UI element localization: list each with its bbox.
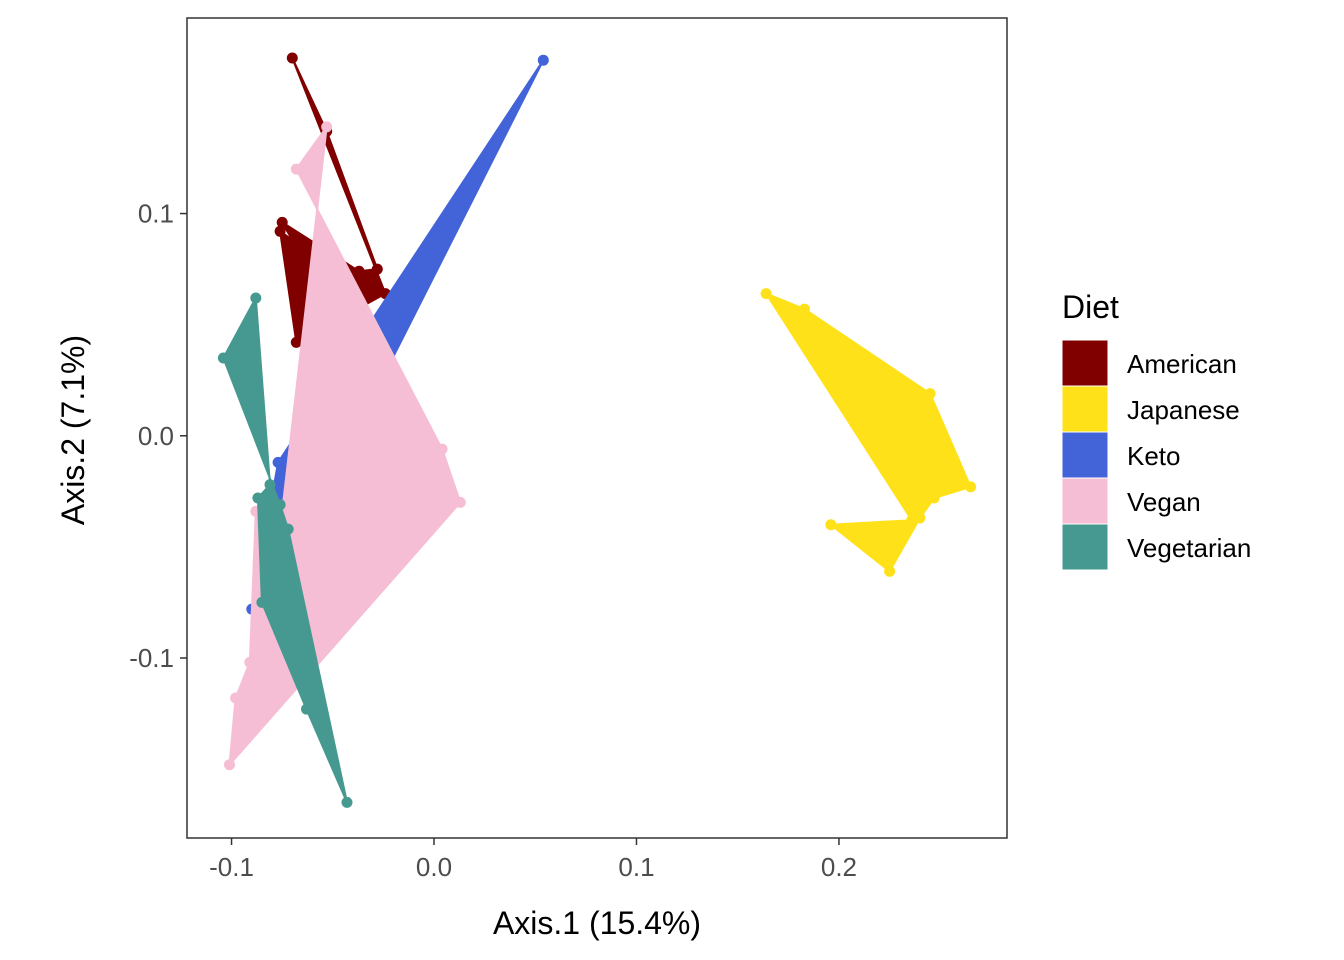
point-vegetarian-4 bbox=[252, 492, 264, 504]
legend-label-keto: Keto bbox=[1127, 441, 1181, 471]
legend-title: Diet bbox=[1062, 289, 1119, 325]
legend-key-american bbox=[1061, 339, 1109, 387]
point-japanese-9 bbox=[906, 514, 918, 526]
plot-layer bbox=[217, 52, 977, 808]
polygon-japanese bbox=[765, 292, 972, 573]
point-keto-8 bbox=[272, 456, 284, 468]
point-american-8 bbox=[274, 225, 286, 237]
point-vegan-4 bbox=[454, 496, 466, 508]
y-tick-label-2: 0.0 bbox=[138, 421, 174, 451]
point-american-6 bbox=[301, 259, 312, 271]
legend-key-vegan bbox=[1061, 477, 1109, 525]
point-american-9 bbox=[290, 336, 302, 348]
series-japanese bbox=[760, 288, 977, 577]
point-vegetarian-1 bbox=[217, 352, 229, 364]
point-vegetarian-5 bbox=[256, 596, 268, 608]
point-japanese-2 bbox=[799, 303, 810, 315]
point-american-3 bbox=[371, 263, 383, 275]
point-vegan-2 bbox=[290, 163, 302, 175]
legend: American Japanese Keto Vegan Vegetarian bbox=[1061, 339, 1251, 571]
point-vegetarian-2 bbox=[250, 292, 262, 304]
legend-label-japanese: Japanese bbox=[1127, 395, 1240, 425]
point-vegan-1 bbox=[321, 121, 333, 133]
legend-label-vegetarian: Vegetarian bbox=[1127, 533, 1251, 563]
point-american-4 bbox=[353, 265, 365, 277]
panel-border bbox=[186, 17, 1008, 839]
point-japanese-8 bbox=[825, 519, 837, 531]
point-japanese-3 bbox=[924, 388, 936, 400]
legend-label-vegan: Vegan bbox=[1127, 487, 1201, 517]
series-american bbox=[274, 52, 391, 348]
legend-key-japanese bbox=[1061, 385, 1109, 433]
point-vegetarian-9 bbox=[274, 499, 286, 511]
x-tick-label-1: -0.1 bbox=[209, 852, 254, 882]
point-american-1 bbox=[286, 52, 298, 64]
point-vegetarian-6 bbox=[301, 703, 312, 715]
y-axis-title: Axis.2 (7.1%) bbox=[55, 335, 91, 525]
point-japanese-1 bbox=[760, 288, 772, 300]
x-tick-label-4: 0.2 bbox=[821, 852, 857, 882]
x-axis: -0.1 0.0 0.1 0.2 bbox=[209, 838, 857, 882]
legend-label-american: American bbox=[1127, 349, 1237, 379]
point-vegetarian-3 bbox=[264, 479, 276, 491]
legend-key-keto bbox=[1061, 431, 1109, 479]
series-vegetarian bbox=[217, 292, 353, 808]
point-american-5 bbox=[276, 216, 288, 228]
y-tick-label-3: 0.1 bbox=[138, 199, 174, 229]
y-tick-label-1: -0.1 bbox=[129, 643, 174, 673]
x-axis-title: Axis.1 (15.4%) bbox=[493, 905, 701, 941]
point-vegan-3 bbox=[436, 443, 448, 455]
point-vegan-7 bbox=[244, 656, 256, 668]
point-japanese-7 bbox=[884, 565, 896, 577]
y-axis: -0.1 0.0 0.1 bbox=[129, 199, 187, 673]
point-vegetarian-7 bbox=[341, 796, 353, 808]
x-tick-label-3: 0.1 bbox=[618, 852, 654, 882]
point-vegan-5 bbox=[224, 759, 235, 771]
point-japanese-4 bbox=[965, 481, 977, 493]
point-japanese-5 bbox=[928, 492, 940, 504]
point-vegan-6 bbox=[230, 692, 242, 704]
point-vegetarian-8 bbox=[282, 523, 294, 535]
legend-key-vegetarian bbox=[1061, 523, 1109, 571]
x-tick-label-2: 0.0 bbox=[416, 852, 452, 882]
polygon-vegetarian bbox=[222, 297, 348, 804]
point-keto-1 bbox=[537, 54, 549, 66]
